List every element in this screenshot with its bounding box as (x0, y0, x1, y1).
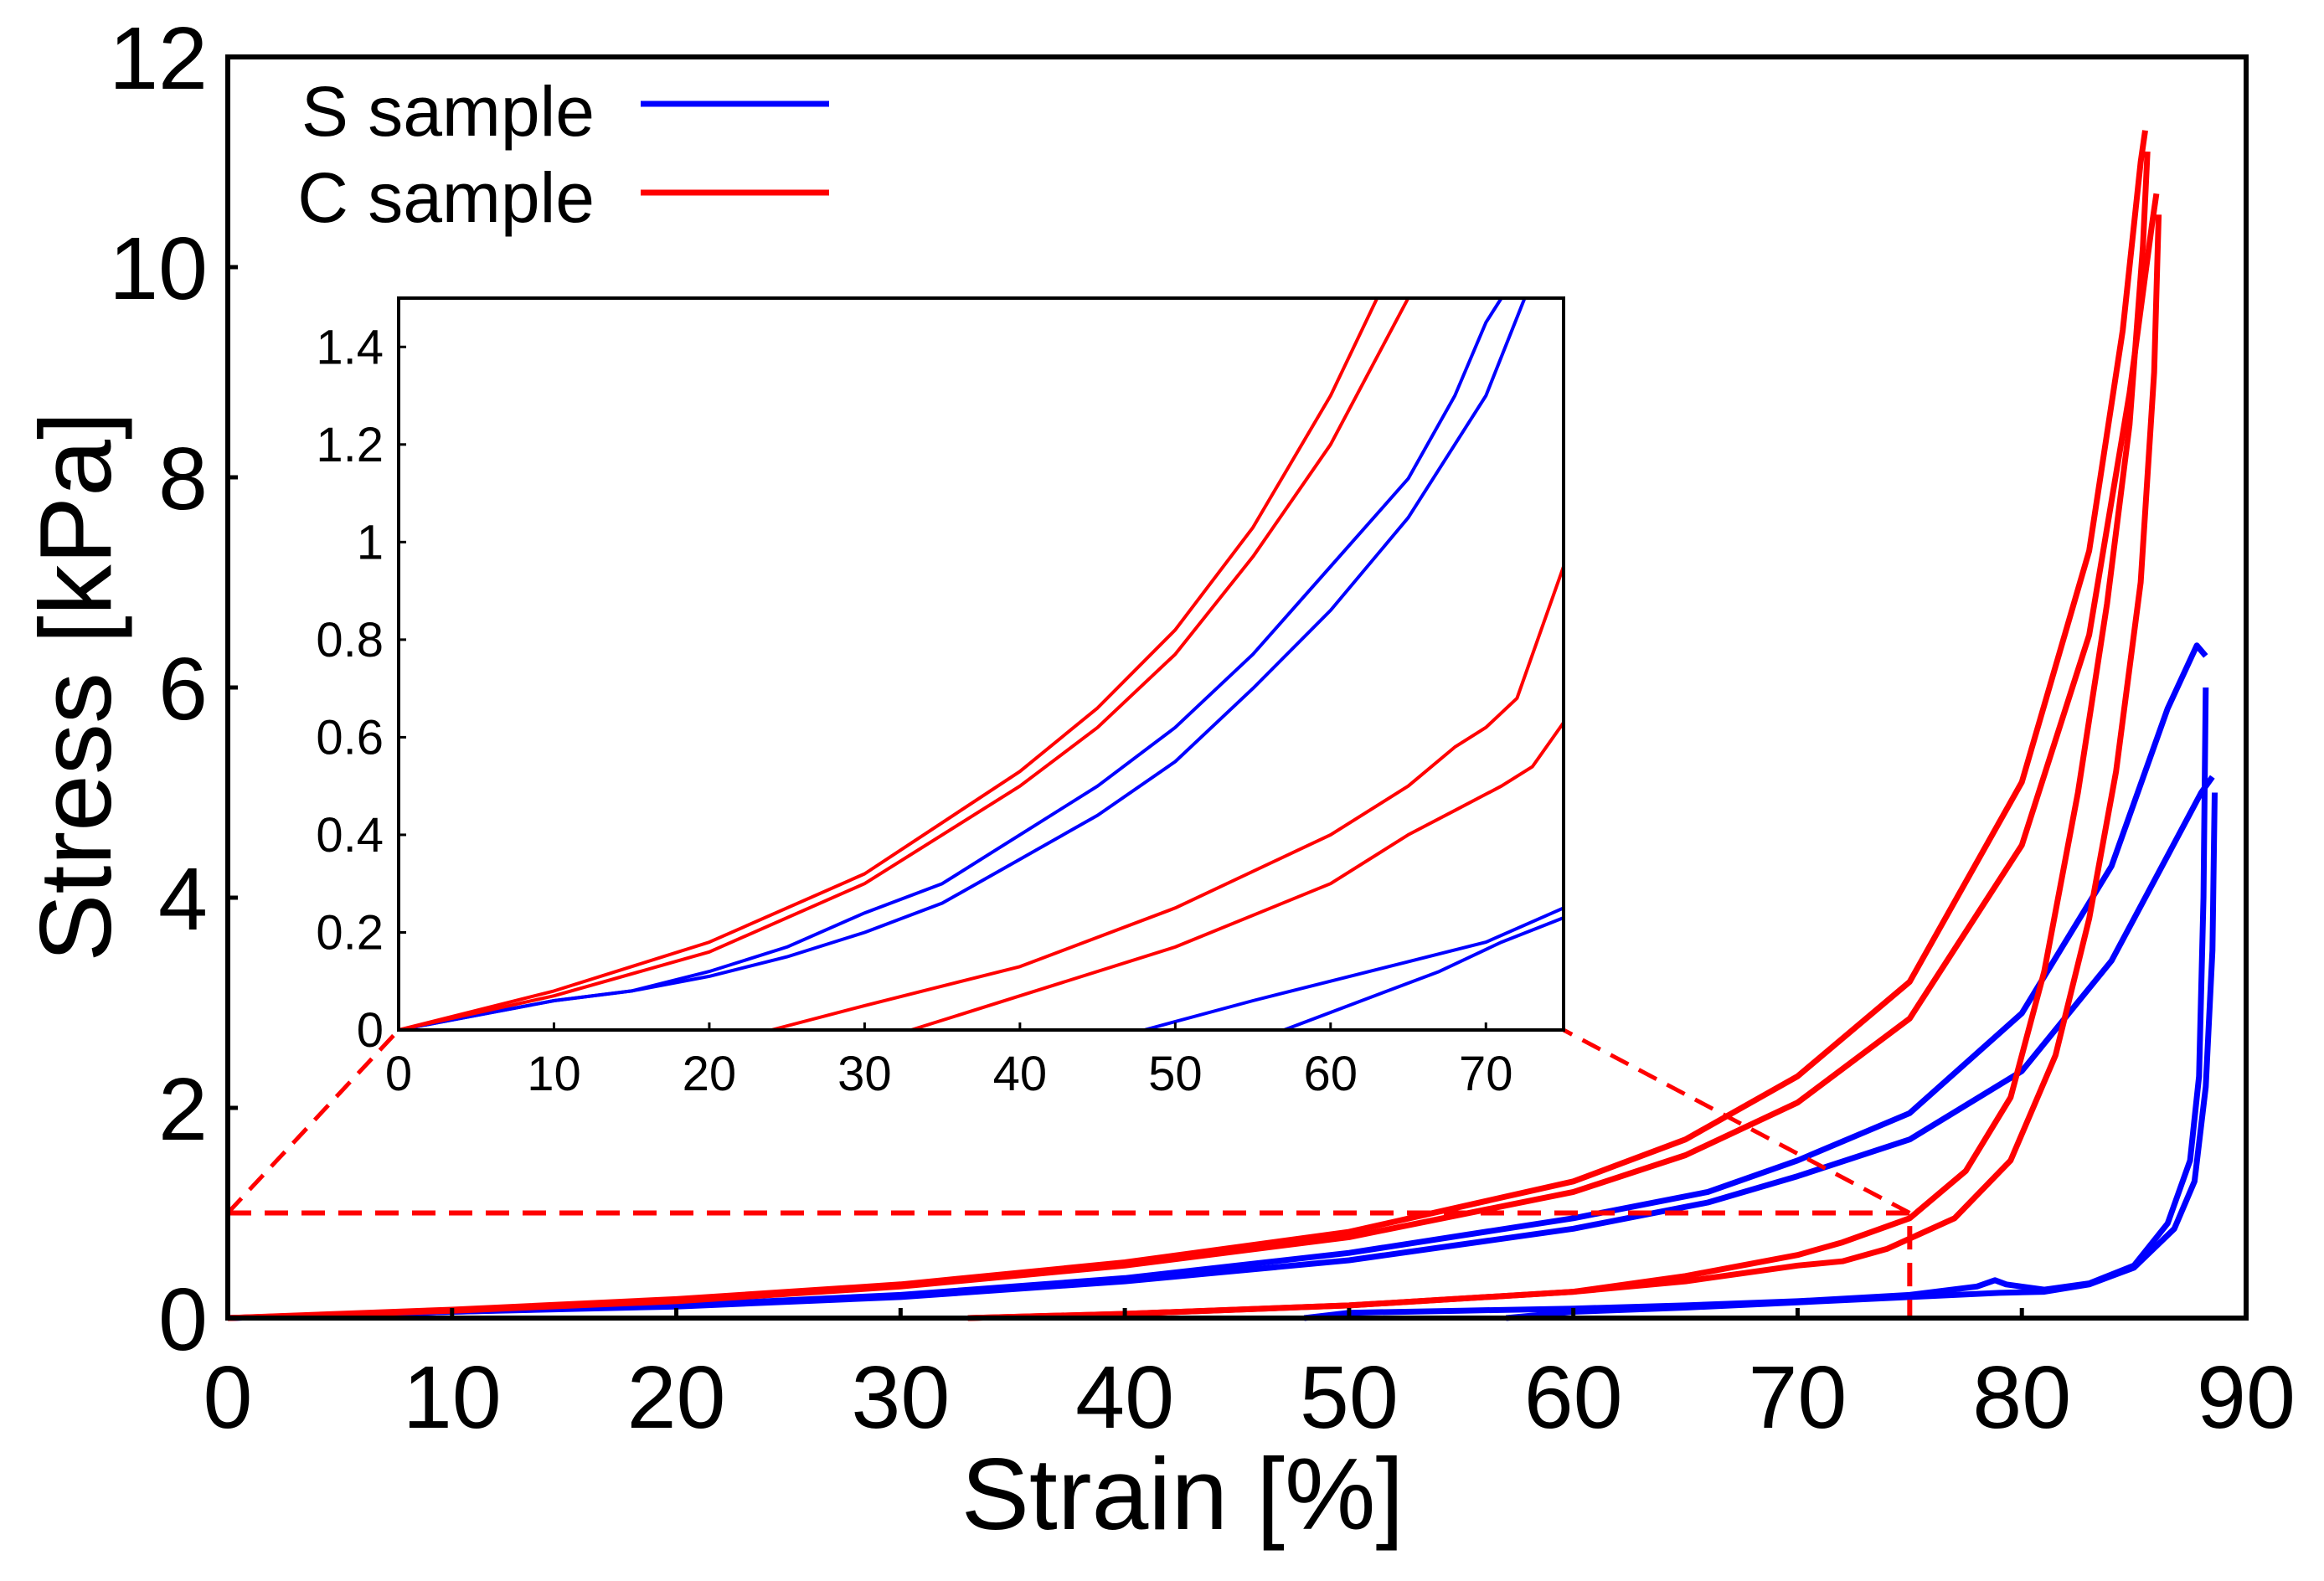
inset-x-tick-label-0: 0 (385, 1047, 412, 1101)
inset-y-tick-label-0-2: 0.2 (316, 905, 384, 960)
x-tick-label-80: 80 (1972, 1348, 2071, 1447)
c-sample-cycle-2-unload-line (967, 214, 2162, 1321)
s-sample-cycle-2-load-line (227, 775, 2215, 1321)
x-tick-label-60: 60 (1524, 1348, 1623, 1447)
inset-x-tick-label-20: 20 (683, 1047, 737, 1101)
x-tick-label-10: 10 (403, 1348, 502, 1447)
inset-x-tick-label-70: 70 (1459, 1047, 1513, 1101)
inset-s-sample-curve-3 (1143, 906, 1564, 1032)
inset-y-tick-label-0-4: 0.4 (316, 808, 384, 863)
y-tick-label-2: 2 (158, 1060, 208, 1159)
inset-plot-curves (398, 296, 1565, 1032)
x-tick-label-0: 0 (204, 1348, 253, 1447)
main-plot-curves (227, 130, 2218, 1321)
inset-c-sample-curve-1 (398, 297, 1379, 1032)
x-tick-label-30: 30 (851, 1348, 950, 1447)
inset-x-tick-label-60: 60 (1304, 1047, 1358, 1101)
inset-s-sample-curve-2 (398, 297, 1527, 1032)
inset-y-tick-label-1-2: 1.2 (316, 418, 384, 472)
y-tick-label-6: 6 (158, 640, 208, 739)
legend-label-c-sample: C sample (297, 158, 595, 237)
inset-y-tick-label-1: 1 (357, 515, 384, 569)
inset-axis-ticks: 0 10 20 30 40 50 60 70 0 0.2 0.4 0.6 0.8 1 1.2 1.4 (316, 320, 1512, 1101)
inset-y-tick-label-0-6: 0.6 (316, 710, 384, 765)
x-tick-label-20: 20 (627, 1348, 726, 1447)
inset-x-tick-label-10: 10 (527, 1047, 581, 1101)
y-tick-label-12: 12 (109, 9, 208, 108)
y-tick-label-4: 4 (158, 850, 208, 949)
x-axis-title: Strain [%] (961, 1437, 1404, 1551)
x-tick-label-50: 50 (1300, 1348, 1399, 1447)
inset-c-sample-curve-2 (398, 297, 1410, 1032)
y-tick-label-8: 8 (158, 430, 208, 528)
s-sample-cycle-2-unload-line (1505, 792, 2218, 1321)
x-tick-label-70: 70 (1748, 1348, 1847, 1447)
zoom-guide-right (1562, 1027, 1911, 1215)
inset-background (399, 298, 1564, 1030)
inset-x-tick-label-50: 50 (1148, 1047, 1203, 1101)
inset-y-tick-label-0: 0 (357, 1003, 384, 1058)
inset-plot: 0 10 20 30 40 50 60 70 0 0.2 0.4 0.6 0.8 1 1.2 1.4 (316, 296, 1565, 1101)
s-sample-cycle-1-unload-line (1303, 687, 2209, 1321)
inset-y-tick-label-0-8: 0.8 (316, 613, 384, 667)
c-sample-cycle-2-load-line (227, 193, 2160, 1321)
x-tick-label-40: 40 (1075, 1348, 1174, 1447)
y-axis-title: Stress [kPa] (18, 411, 132, 962)
zoom-guide-left (226, 1028, 400, 1215)
x-tick-label-90: 90 (2197, 1348, 2296, 1447)
y-tick-label-0: 0 (158, 1270, 208, 1369)
inset-y-tick-label-1-4: 1.4 (316, 320, 384, 374)
inset-s-sample-curve-4 (1283, 916, 1564, 1032)
inset-x-tick-label-30: 30 (837, 1047, 892, 1101)
inset-plot-frame (397, 296, 1565, 1032)
legend-label-s-sample: S sample (301, 72, 595, 151)
y-tick-label-10: 10 (109, 219, 208, 318)
inset-x-tick-label-40: 40 (993, 1047, 1048, 1101)
inset-c-sample-curve-3 (770, 565, 1565, 1032)
legend: S sample C sample (297, 72, 829, 237)
inset-c-sample-curve-4 (910, 721, 1565, 1032)
